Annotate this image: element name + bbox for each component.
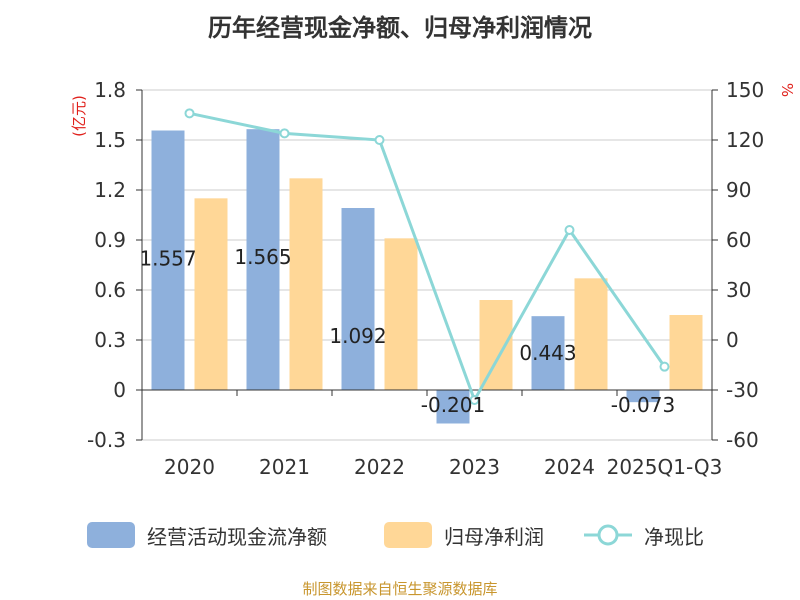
chart-title: 历年经营现金净额、归母净利润情况	[208, 14, 592, 42]
y-left-tick-label: 0.6	[94, 278, 126, 302]
line-point	[279, 128, 290, 139]
bar	[669, 315, 703, 390]
bar	[246, 129, 280, 390]
legend-swatch-cashflow	[87, 522, 135, 548]
bar	[626, 390, 660, 403]
y-right-tick-label: 60	[726, 228, 751, 252]
bar	[341, 208, 375, 390]
legend-swatch-cash-ratio	[584, 524, 632, 546]
line-point	[469, 395, 480, 405]
y-left-tick-label: -0.3	[87, 428, 126, 452]
line-point	[564, 225, 575, 235]
line-path	[189, 111, 666, 404]
x-tick-label: 2022	[354, 455, 405, 479]
bar	[384, 238, 418, 390]
axes: -0.3 0 0.3 0.6 0.9 1.2 1.5 1.8 -60 -30 0 30 60 90 120 1…	[87, 78, 764, 479]
legend: 经营活动现金流净额 归母净利润 净现比	[0, 518, 800, 552]
x-tick-label: 2025Q1-Q3	[607, 455, 723, 479]
bar	[531, 316, 565, 390]
bar	[436, 390, 470, 424]
y-left-tick-label: 1.2	[94, 178, 126, 202]
y-right-tick-label: 0	[726, 328, 739, 352]
y-right-tick-label: 90	[726, 178, 751, 202]
data-labels: 1.557 1.565 1.092 -0.201 0.443 -0.073	[139, 245, 675, 417]
y-left-tick-label: 1.5	[94, 128, 126, 152]
left-axis-unit: (亿元)	[70, 95, 88, 137]
y-right-tick-label: -30	[726, 378, 759, 402]
x-tick-label: 2024	[544, 455, 595, 479]
bar	[479, 300, 513, 390]
source-note: 制图数据来自恒生聚源数据库	[302, 580, 498, 598]
y-right-tick-label: 30	[726, 278, 751, 302]
bar-value-label: 0.443	[519, 341, 576, 365]
bar	[289, 178, 323, 390]
y-left-tick-label: 1.8	[94, 78, 126, 102]
y-right-tick-label: 150	[726, 78, 764, 102]
bar-series	[151, 129, 703, 424]
legend-item-cashflow[interactable]: 经营活动现金流净额	[87, 518, 327, 552]
right-axis-unit: %	[778, 83, 796, 97]
line-point	[374, 135, 385, 145]
x-tick-label: 2023	[449, 455, 500, 479]
line-series	[184, 108, 670, 405]
legend-label-net-profit: 归母净利润	[444, 524, 544, 549]
y-left-tick-label: 0.9	[94, 228, 126, 252]
bar-value-label: -0.201	[421, 393, 485, 417]
bar-value-label: 1.092	[329, 324, 386, 348]
line-point	[659, 361, 670, 372]
bar	[151, 130, 185, 390]
y-right-tick-label: -60	[726, 428, 759, 452]
x-tick-label: 2020	[164, 455, 215, 479]
y-left-tick-label: 0	[113, 378, 126, 402]
bar-value-label: 1.565	[234, 245, 291, 269]
legend-swatch-net-profit	[384, 522, 432, 548]
legend-item-cash-ratio[interactable]: 净现比	[584, 518, 704, 552]
bar	[194, 198, 228, 390]
y-right-tick-label: 120	[726, 128, 764, 152]
x-tick-label: 2021	[259, 455, 310, 479]
line-point	[184, 108, 195, 119]
bar-value-label: -0.073	[611, 393, 675, 417]
legend-label-cash-ratio: 净现比	[644, 524, 704, 549]
y-left-tick-label: 0.3	[94, 328, 126, 352]
bar-value-label: 1.557	[139, 247, 196, 271]
legend-label-cashflow: 经营活动现金流净额	[147, 524, 327, 549]
bar	[574, 278, 608, 390]
legend-item-net-profit[interactable]: 归母净利润	[384, 518, 544, 552]
